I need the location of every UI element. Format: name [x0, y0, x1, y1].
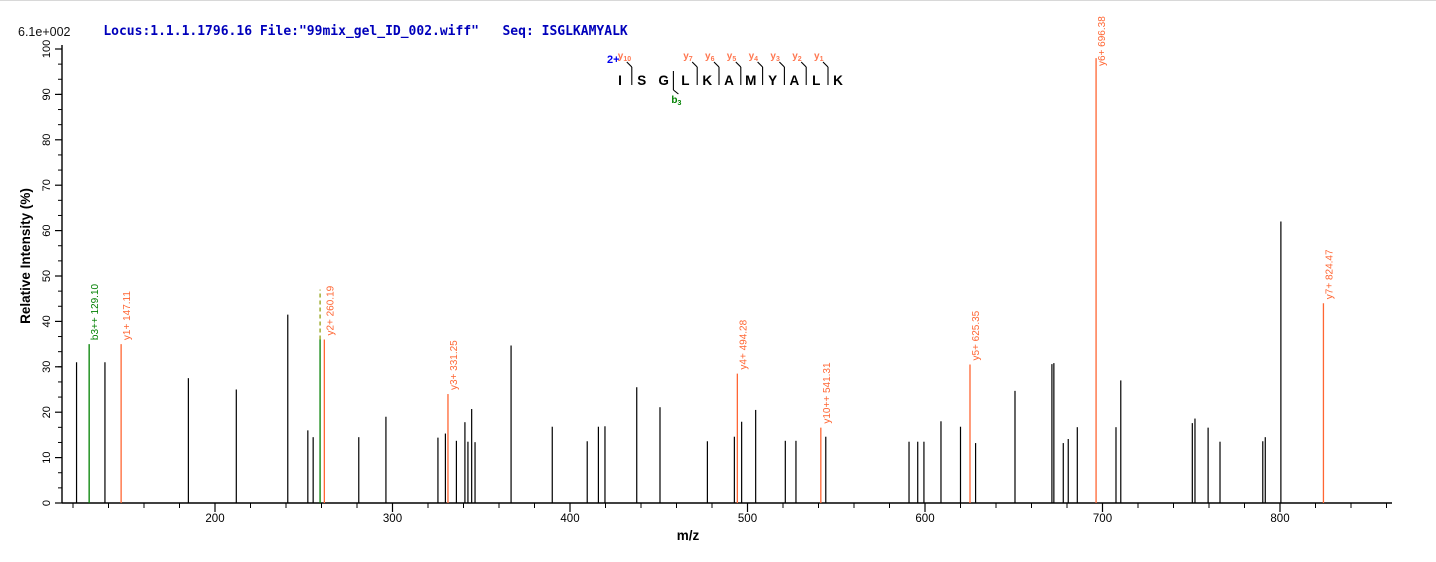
y-tick-label: 40	[41, 315, 53, 327]
residue-4-L: L	[681, 73, 689, 88]
residue-1-I: I	[618, 73, 622, 88]
peak-label-y6+: y6+ 696.38	[1097, 16, 1108, 66]
y-fragment-mark-arm	[779, 61, 785, 68]
y-ion-label-y3: y3	[770, 51, 780, 63]
peak-label-y7+: y7+ 824.47	[1324, 249, 1335, 299]
y-ion-label-y2: y2	[792, 51, 802, 63]
peak-label-b3++: b3++ 129.10	[90, 283, 101, 340]
y-tick-label: 50	[41, 270, 53, 282]
y-fragment-mark-arm	[626, 61, 633, 68]
x-tick-label: 300	[383, 513, 402, 525]
b-ion-label-b3: b3	[671, 95, 681, 107]
residue-11-K: K	[833, 73, 843, 88]
x-tick-label: 600	[915, 513, 934, 525]
seq-label: Seq:	[502, 24, 534, 39]
y-ion-label-y6: y6	[705, 51, 715, 63]
y-fragment-mark-arm	[735, 61, 742, 68]
peak-label-y4+: y4+ 494.28	[738, 319, 749, 369]
y-fragment-mark-arm	[822, 61, 829, 68]
residue-9-A: A	[790, 73, 800, 88]
y-fragment-mark-arm	[800, 61, 807, 68]
x-tick-label: 800	[1270, 513, 1289, 525]
y-fragment-mark-arm	[713, 61, 720, 68]
residue-10-L: L	[812, 73, 820, 88]
y-tick-label: 20	[41, 406, 53, 418]
y-tick-label: 80	[41, 134, 53, 146]
y-tick-label: 0	[41, 500, 53, 506]
y-tick-label: 60	[41, 224, 53, 236]
x-tick-label: 500	[738, 513, 757, 525]
x-axis-title: m/z	[677, 528, 700, 543]
residue-2-S: S	[637, 73, 646, 88]
residue-3-G: G	[658, 73, 669, 88]
residue-6-A: A	[724, 73, 734, 88]
locus-file-text: Locus:1.1.1.1796.16 File:"99mix_gel_ID_0…	[103, 24, 479, 39]
y-tick-label: 10	[41, 451, 53, 463]
precursor-charge-label: 2+	[607, 54, 620, 66]
peak-label-y1+: y1+ 147.11	[122, 291, 133, 340]
y-tick-label: 30	[41, 361, 53, 373]
y-tick-label: 70	[41, 179, 53, 191]
y-ion-label-y4: y4	[749, 51, 759, 63]
seq-value: ISGLKAMYALK	[541, 24, 628, 39]
y-axis-title: Relative Intensity (%)	[18, 188, 33, 324]
y-fragment-mark-arm	[691, 61, 698, 68]
peak-label-y3+: y3+ 331.25	[449, 340, 460, 390]
residue-7-M: M	[745, 73, 756, 88]
residue-5-K: K	[702, 73, 712, 88]
b-fragment-mark-arm	[673, 89, 679, 95]
y-ion-label-y5: y5	[727, 51, 737, 63]
y-fragment-mark-arm	[757, 61, 763, 68]
y-ion-label-y7: y7	[683, 51, 693, 63]
y-ion-label-y10: y10	[618, 51, 631, 63]
residue-8-Y: Y	[768, 73, 777, 88]
x-tick-label: 200	[205, 513, 224, 525]
peak-label-y5+: y5+ 625.35	[971, 310, 982, 360]
y-tick-label: 90	[41, 88, 53, 100]
y-tick-label: 100	[41, 40, 53, 58]
peak-label-y10++: y10++ 541.31	[822, 362, 833, 424]
x-tick-label: 400	[560, 513, 579, 525]
peak-label-y2+: y2+ 260.19	[325, 285, 336, 335]
spectrum-header: Locus:1.1.1.1796.16 File:"99mix_gel_ID_0…	[72, 9, 628, 54]
y-ion-label-y1: y1	[814, 51, 824, 63]
base-peak-intensity-label: 6.1e+002	[18, 25, 71, 39]
x-tick-label: 700	[1093, 513, 1112, 525]
